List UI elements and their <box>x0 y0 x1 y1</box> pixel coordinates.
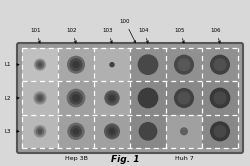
Bar <box>130 81 166 115</box>
Text: Hep 3B: Hep 3B <box>64 156 88 161</box>
Circle shape <box>105 91 119 105</box>
Circle shape <box>70 92 82 104</box>
Bar <box>22 81 58 115</box>
Bar <box>166 81 202 115</box>
Circle shape <box>38 130 42 133</box>
Circle shape <box>34 126 46 137</box>
Text: 104: 104 <box>139 28 149 43</box>
Circle shape <box>73 62 79 68</box>
Text: 101: 101 <box>31 28 41 43</box>
Circle shape <box>34 92 46 104</box>
Text: L1: L1 <box>4 62 19 67</box>
Circle shape <box>109 129 115 134</box>
Bar <box>94 48 130 81</box>
Bar <box>58 115 94 148</box>
Bar <box>22 115 58 148</box>
Circle shape <box>73 129 79 134</box>
Text: 106: 106 <box>211 28 221 43</box>
Circle shape <box>175 55 193 74</box>
Bar <box>202 115 238 148</box>
Circle shape <box>211 122 229 141</box>
Circle shape <box>36 61 44 68</box>
Bar <box>166 115 202 148</box>
Circle shape <box>139 123 157 140</box>
Bar <box>94 81 130 115</box>
Circle shape <box>110 63 114 67</box>
Text: 105: 105 <box>175 28 185 43</box>
Circle shape <box>107 93 117 103</box>
Text: Fig. 1: Fig. 1 <box>111 155 139 164</box>
Circle shape <box>71 126 81 137</box>
Circle shape <box>35 59 45 70</box>
Text: L3: L3 <box>4 129 19 134</box>
Circle shape <box>70 59 82 71</box>
Bar <box>130 115 166 148</box>
Bar <box>22 48 238 148</box>
Circle shape <box>211 55 229 74</box>
Circle shape <box>138 88 158 108</box>
Bar <box>58 48 94 81</box>
Bar <box>94 115 130 148</box>
Circle shape <box>178 92 190 104</box>
Circle shape <box>105 124 119 139</box>
Text: 102: 102 <box>67 28 77 43</box>
Circle shape <box>214 59 226 71</box>
Bar <box>202 48 238 81</box>
Circle shape <box>38 63 42 66</box>
Circle shape <box>178 59 190 71</box>
Text: L2: L2 <box>4 95 19 100</box>
Circle shape <box>214 125 226 137</box>
Circle shape <box>210 88 230 108</box>
Circle shape <box>68 123 84 139</box>
Bar <box>166 48 202 81</box>
Text: Huh 7: Huh 7 <box>174 156 194 161</box>
Circle shape <box>36 94 44 102</box>
Bar <box>130 48 166 81</box>
Circle shape <box>138 55 158 74</box>
Circle shape <box>38 96 42 100</box>
Text: 100: 100 <box>120 19 136 43</box>
Circle shape <box>73 95 79 101</box>
Circle shape <box>36 128 44 135</box>
Circle shape <box>68 56 84 73</box>
Circle shape <box>181 128 187 135</box>
Circle shape <box>107 126 117 136</box>
Circle shape <box>67 89 85 107</box>
FancyBboxPatch shape <box>17 43 243 153</box>
Bar <box>58 81 94 115</box>
Circle shape <box>214 92 226 104</box>
Bar <box>202 81 238 115</box>
Text: 103: 103 <box>103 28 113 43</box>
Circle shape <box>175 89 193 107</box>
Bar <box>22 48 58 81</box>
Circle shape <box>110 96 114 100</box>
